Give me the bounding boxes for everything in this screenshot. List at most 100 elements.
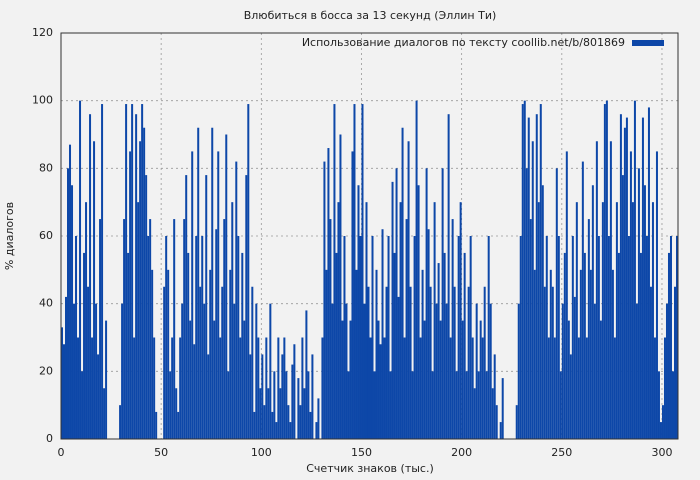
bar [327, 148, 330, 440]
bar [361, 104, 364, 440]
bar [579, 269, 582, 439]
bar [429, 286, 432, 439]
bar [77, 337, 80, 439]
bar [261, 354, 264, 439]
bar [491, 388, 494, 439]
bar [375, 269, 378, 439]
bar [569, 354, 572, 439]
bar [601, 202, 604, 439]
y-tick-label: 0 [46, 432, 53, 445]
bar [61, 327, 64, 439]
bar [537, 202, 540, 439]
bar [597, 236, 600, 439]
bar [131, 104, 134, 440]
bar [389, 371, 392, 439]
bar [423, 320, 426, 439]
bar [253, 411, 256, 439]
bar [401, 127, 404, 439]
bar [403, 337, 406, 439]
bar [647, 107, 650, 439]
bar [613, 337, 616, 439]
bar [417, 185, 420, 439]
bar [269, 303, 272, 439]
bar [609, 141, 612, 439]
x-tick-label: 150 [351, 446, 372, 459]
bar [183, 219, 186, 439]
bar [129, 151, 132, 439]
bar [291, 364, 294, 439]
bar [555, 168, 558, 440]
x-tick-label: 200 [451, 446, 472, 459]
bar [119, 405, 122, 439]
bar [551, 286, 554, 439]
bar [445, 303, 448, 439]
bar [231, 202, 234, 439]
bar [173, 219, 176, 439]
bar [615, 202, 618, 439]
bar [515, 405, 518, 439]
bar [133, 337, 136, 439]
bar [323, 161, 326, 440]
bar [471, 337, 474, 439]
bar [603, 104, 606, 440]
bar [177, 411, 180, 439]
bar [199, 286, 202, 439]
bar [635, 303, 638, 439]
bar [233, 303, 236, 439]
bar [257, 337, 260, 439]
bar [633, 100, 636, 440]
bar [463, 252, 466, 439]
bar [145, 175, 148, 439]
bar [215, 229, 218, 439]
bar [623, 127, 626, 439]
x-tick-label: 250 [551, 446, 572, 459]
bar [479, 320, 482, 439]
bar [301, 337, 304, 439]
bar [671, 371, 674, 439]
bar [553, 337, 556, 439]
bar [241, 252, 244, 439]
bar [201, 236, 204, 439]
bar [641, 117, 644, 439]
bar [237, 236, 240, 439]
bar [517, 303, 520, 439]
bar [433, 202, 436, 439]
bar [481, 337, 484, 439]
bar [155, 411, 158, 439]
bar [465, 371, 468, 439]
bar [469, 236, 472, 439]
bar [339, 134, 342, 439]
bar [377, 320, 380, 439]
bar [455, 371, 458, 439]
x-tick-label: 50 [154, 446, 168, 459]
bar [121, 303, 124, 439]
bar [645, 236, 648, 439]
bar [441, 168, 444, 440]
bar [147, 236, 150, 439]
bar [225, 134, 228, 439]
bar [589, 269, 592, 439]
bar [519, 236, 522, 439]
bar [557, 236, 560, 439]
bar [585, 337, 588, 439]
bar [393, 252, 396, 439]
bar [207, 354, 210, 439]
bar [197, 127, 200, 439]
bar [265, 337, 268, 439]
bar [649, 286, 652, 439]
bar [439, 320, 442, 439]
bar [529, 219, 532, 439]
bar [667, 252, 670, 439]
y-tick-label: 40 [39, 297, 53, 310]
bar [413, 236, 416, 439]
bar [143, 127, 146, 439]
plot-frame [60, 32, 679, 440]
bar [149, 219, 152, 439]
bar [535, 114, 538, 439]
bar [79, 100, 82, 440]
bar [527, 117, 530, 439]
bar [239, 337, 242, 439]
bar [357, 185, 360, 439]
bar [573, 296, 576, 439]
bar [643, 185, 646, 439]
